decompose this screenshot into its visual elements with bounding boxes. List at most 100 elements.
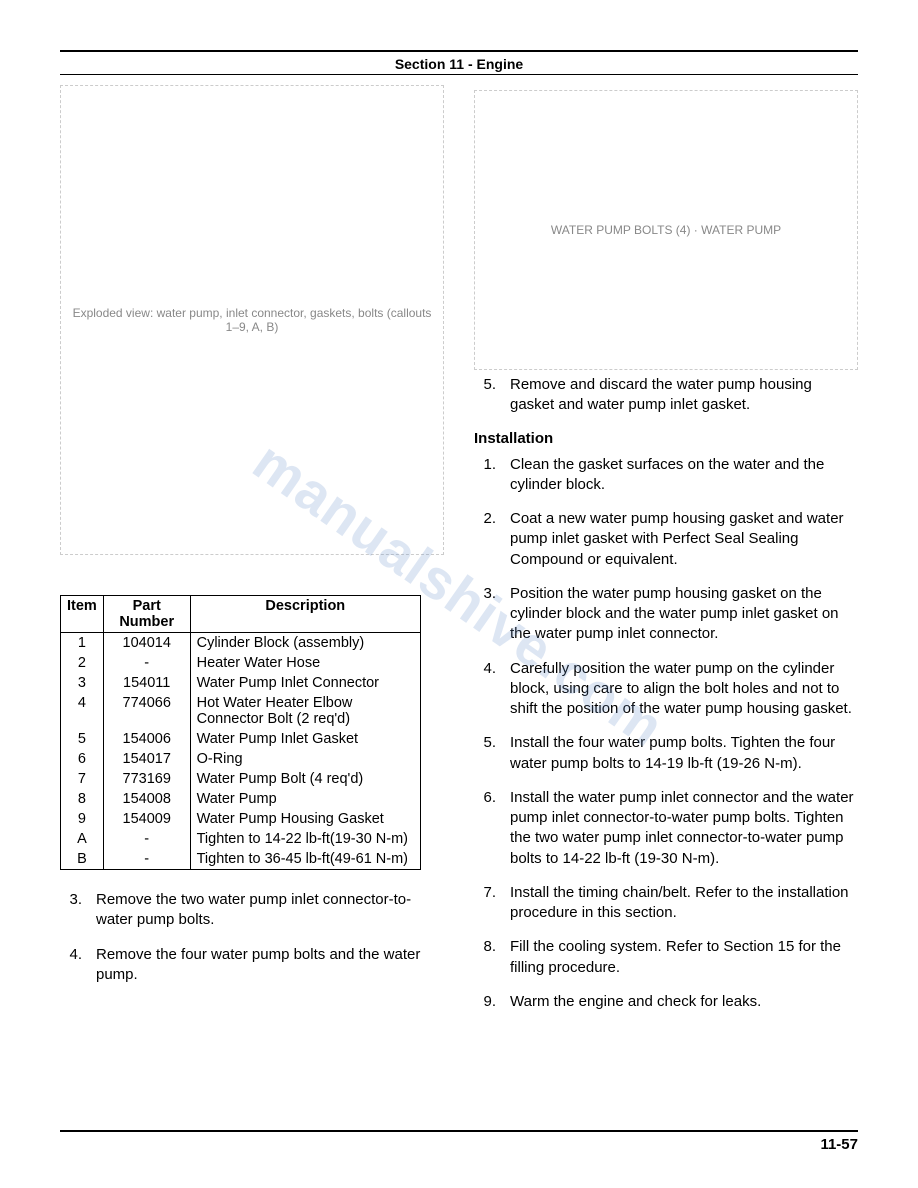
step-number: 6. xyxy=(474,788,496,869)
step-item: 6.Install the water pump inlet connector… xyxy=(474,788,858,869)
cell-item: 3 xyxy=(61,673,104,693)
cell-description: Water Pump xyxy=(190,789,420,809)
cell-part-number: - xyxy=(103,849,190,870)
step-text: Remove the two water pump inlet connecto… xyxy=(96,890,444,931)
parts-table-header-row: Item Part Number Description xyxy=(61,596,421,633)
step-item: 2.Coat a new water pump housing gasket a… xyxy=(474,509,858,570)
table-row: 9154009Water Pump Housing Gasket xyxy=(61,809,421,829)
step-item: 1. Clean the gasket surfaces on the water… xyxy=(474,455,858,496)
table-row: 4774066Hot Water Heater Elbow Connector … xyxy=(61,693,421,729)
cell-part-number: - xyxy=(103,653,190,673)
table-row: A-Tighten to 14-22 lb-ft(19-30 N-m) xyxy=(61,829,421,849)
installation-steps: 1. Clean the gasket surfaces on the water… xyxy=(474,455,858,1013)
cell-part-number: - xyxy=(103,829,190,849)
table-row: 8154008Water Pump xyxy=(61,789,421,809)
figure-exploded-placeholder: Exploded view: water pump, inlet connect… xyxy=(60,85,444,555)
figure-exploded-view: Exploded view: water pump, inlet connect… xyxy=(60,85,444,555)
cell-item: A xyxy=(61,829,104,849)
cell-item: 4 xyxy=(61,693,104,729)
cell-part-number: 154009 xyxy=(103,809,190,829)
figure-engine-front: WATER PUMP BOLTS (4) · WATER PUMP xyxy=(474,85,858,375)
cell-description: Water Pump Inlet Gasket xyxy=(190,729,420,749)
table-row: 3154011Water Pump Inlet Connector xyxy=(61,673,421,693)
page-footer: 11-57 xyxy=(60,1130,858,1153)
cell-part-number: 154006 xyxy=(103,729,190,749)
removal-steps-right: 5. Remove and discard the water pump hous… xyxy=(474,375,858,416)
step-number: 5. xyxy=(474,375,496,416)
step-item: 9. Warm the engine and check for leaks. xyxy=(474,992,858,1012)
cell-item: 5 xyxy=(61,729,104,749)
step-item: 5. Install the four water pump bolts. Tig… xyxy=(474,733,858,774)
cell-item: 8 xyxy=(61,789,104,809)
cell-description: Heater Water Hose xyxy=(190,653,420,673)
step-number: 1. xyxy=(474,455,496,496)
step-text: Clean the gasket surfaces on the water a… xyxy=(510,455,858,496)
step-number: 5. xyxy=(474,733,496,774)
cell-item: 6 xyxy=(61,749,104,769)
cell-item: 9 xyxy=(61,809,104,829)
cell-item: 7 xyxy=(61,769,104,789)
col-item: Item xyxy=(61,596,104,633)
step-text: Carefully position the water pump on the… xyxy=(510,659,858,720)
cell-description: Water Pump Housing Gasket xyxy=(190,809,420,829)
step-text: Install the timing chain/belt. Refer to … xyxy=(510,883,858,924)
table-row: B-Tighten to 36-45 lb-ft(49-61 N-m) xyxy=(61,849,421,870)
step-number: 3. xyxy=(474,584,496,645)
table-row: 6154017O-Ring xyxy=(61,749,421,769)
two-column-layout: Exploded view: water pump, inlet connect… xyxy=(60,85,858,1026)
step-number: 4. xyxy=(474,659,496,720)
step-text: Fill the cooling system. Refer to Sectio… xyxy=(510,937,858,978)
table-row: 1104014Cylinder Block (assembly) xyxy=(61,633,421,654)
header-rule-bottom xyxy=(60,74,858,75)
cell-description: Hot Water Heater Elbow Connector Bolt (2… xyxy=(190,693,420,729)
cell-item: B xyxy=(61,849,104,870)
step-item: 3. Remove the two water pump inlet connec… xyxy=(60,890,444,931)
step-number: 4. xyxy=(60,945,82,986)
removal-steps-left: 3. Remove the two water pump inlet connec… xyxy=(60,890,444,985)
step-text: Install the four water pump bolts. Tight… xyxy=(510,733,858,774)
cell-part-number: 154008 xyxy=(103,789,190,809)
cell-description: Cylinder Block (assembly) xyxy=(190,633,420,654)
cell-item: 2 xyxy=(61,653,104,673)
table-row: 2-Heater Water Hose xyxy=(61,653,421,673)
step-item: 8. Fill the cooling system. Refer to Sect… xyxy=(474,937,858,978)
figure-right-label-2: WATER PUMP xyxy=(701,223,781,237)
cell-part-number: 154017 xyxy=(103,749,190,769)
section-header: Section 11 - Engine xyxy=(60,52,858,74)
page: manualshive.com Section 11 - Engine Expl… xyxy=(0,0,918,1188)
step-item: 4.Carefully position the water pump on t… xyxy=(474,659,858,720)
table-row: 7773169Water Pump Bolt (4 req'd) xyxy=(61,769,421,789)
page-number: 11-57 xyxy=(60,1132,858,1153)
step-item: 4. Remove the four water pump bolts and t… xyxy=(60,945,444,986)
cell-part-number: 774066 xyxy=(103,693,190,729)
step-number: 7. xyxy=(474,883,496,924)
col-description: Description xyxy=(190,596,420,633)
step-number: 3. xyxy=(60,890,82,931)
cell-description: Water Pump Bolt (4 req'd) xyxy=(190,769,420,789)
parts-table-body: 1104014Cylinder Block (assembly)2-Heater… xyxy=(61,633,421,870)
table-row: 5154006Water Pump Inlet Gasket xyxy=(61,729,421,749)
cell-description: Tighten to 14-22 lb-ft(19-30 N-m) xyxy=(190,829,420,849)
step-text: Install the water pump inlet connector a… xyxy=(510,788,858,869)
step-text: Position the water pump housing gasket o… xyxy=(510,584,858,645)
step-text: Remove and discard the water pump housin… xyxy=(510,375,858,416)
cell-item: 1 xyxy=(61,633,104,654)
step-text: Remove the four water pump bolts and the… xyxy=(96,945,444,986)
parts-table: Item Part Number Description 1104014Cyli… xyxy=(60,595,421,870)
cell-part-number: 773169 xyxy=(103,769,190,789)
left-column: Exploded view: water pump, inlet connect… xyxy=(60,85,444,1026)
step-number: 8. xyxy=(474,937,496,978)
right-column: WATER PUMP BOLTS (4) · WATER PUMP 5. Remo… xyxy=(474,85,858,1026)
step-number: 9. xyxy=(474,992,496,1012)
col-part-number: Part Number xyxy=(103,596,190,633)
figure-engine-front-placeholder: WATER PUMP BOLTS (4) · WATER PUMP xyxy=(474,90,858,370)
installation-heading: Installation xyxy=(474,430,858,447)
cell-description: O-Ring xyxy=(190,749,420,769)
cell-description: Water Pump Inlet Connector xyxy=(190,673,420,693)
step-item: 3.Position the water pump housing gasket… xyxy=(474,584,858,645)
step-text: Warm the engine and check for leaks. xyxy=(510,992,858,1012)
cell-part-number: 154011 xyxy=(103,673,190,693)
step-item: 5. Remove and discard the water pump hous… xyxy=(474,375,858,416)
step-item: 7. Install the timing chain/belt. Refer t… xyxy=(474,883,858,924)
cell-description: Tighten to 36-45 lb-ft(49-61 N-m) xyxy=(190,849,420,870)
